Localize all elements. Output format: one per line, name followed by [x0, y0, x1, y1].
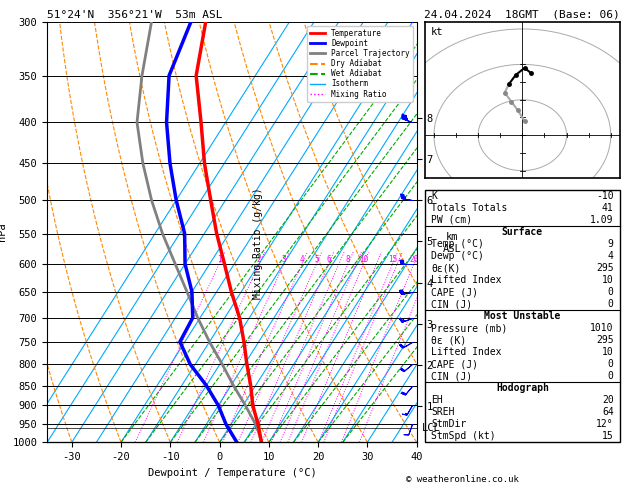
Text: 6: 6: [326, 255, 331, 264]
Text: -10: -10: [596, 191, 614, 201]
Text: θε (K): θε (K): [431, 335, 466, 345]
Text: © weatheronline.co.uk: © weatheronline.co.uk: [406, 474, 519, 484]
Text: Most Unstable: Most Unstable: [484, 311, 560, 321]
Text: K: K: [431, 191, 437, 201]
Text: LCL: LCL: [422, 423, 441, 433]
Text: 5: 5: [314, 255, 319, 264]
Text: CAPE (J): CAPE (J): [431, 287, 478, 297]
Text: 1010: 1010: [590, 323, 614, 333]
Text: EH: EH: [431, 395, 443, 405]
Text: PW (cm): PW (cm): [431, 215, 472, 225]
Text: 20: 20: [409, 255, 418, 264]
Text: Temp (°C): Temp (°C): [431, 239, 484, 249]
Text: Mixing Ratio (g/kg): Mixing Ratio (g/kg): [253, 187, 264, 299]
Text: Dewp (°C): Dewp (°C): [431, 251, 484, 261]
Text: StmDir: StmDir: [431, 419, 466, 429]
Text: 2: 2: [257, 255, 262, 264]
Text: 9: 9: [608, 239, 614, 249]
Text: 20: 20: [602, 395, 614, 405]
Text: 1.09: 1.09: [590, 215, 614, 225]
Text: 64: 64: [602, 407, 614, 417]
Text: 0: 0: [608, 371, 614, 381]
Text: 0: 0: [608, 299, 614, 309]
Text: Lifted Index: Lifted Index: [431, 275, 501, 285]
Text: 10: 10: [602, 347, 614, 357]
Text: 15: 15: [602, 431, 614, 441]
Text: 4: 4: [299, 255, 304, 264]
Text: 4: 4: [608, 251, 614, 261]
Text: Lifted Index: Lifted Index: [431, 347, 501, 357]
Text: 0: 0: [608, 359, 614, 369]
Text: 1: 1: [217, 255, 221, 264]
Text: CIN (J): CIN (J): [431, 371, 472, 381]
Text: 8: 8: [346, 255, 350, 264]
Text: 51°24'N  356°21'W  53m ASL: 51°24'N 356°21'W 53m ASL: [47, 10, 223, 20]
Text: 10: 10: [602, 275, 614, 285]
Text: 295: 295: [596, 335, 614, 345]
Legend: Temperature, Dewpoint, Parcel Trajectory, Dry Adiabat, Wet Adiabat, Isotherm, Mi: Temperature, Dewpoint, Parcel Trajectory…: [307, 26, 413, 102]
Text: CAPE (J): CAPE (J): [431, 359, 478, 369]
Y-axis label: km
ASL: km ASL: [443, 232, 462, 254]
Text: 0: 0: [608, 287, 614, 297]
Title: 24.04.2024  18GMT  (Base: 06): 24.04.2024 18GMT (Base: 06): [425, 10, 620, 20]
Y-axis label: hPa: hPa: [0, 223, 7, 242]
Text: StmSpd (kt): StmSpd (kt): [431, 431, 496, 441]
Text: 3: 3: [282, 255, 286, 264]
X-axis label: Dewpoint / Temperature (°C): Dewpoint / Temperature (°C): [148, 468, 316, 478]
Text: 41: 41: [602, 203, 614, 213]
Text: CIN (J): CIN (J): [431, 299, 472, 309]
Text: Surface: Surface: [502, 227, 543, 237]
Text: 12°: 12°: [596, 419, 614, 429]
Text: θε(K): θε(K): [431, 263, 460, 273]
Text: 295: 295: [596, 263, 614, 273]
Text: kt: kt: [431, 27, 443, 36]
Text: Pressure (mb): Pressure (mb): [431, 323, 508, 333]
Text: Hodograph: Hodograph: [496, 383, 548, 393]
Text: 10: 10: [359, 255, 368, 264]
Text: SREH: SREH: [431, 407, 454, 417]
Text: Totals Totals: Totals Totals: [431, 203, 508, 213]
Text: 15: 15: [388, 255, 397, 264]
